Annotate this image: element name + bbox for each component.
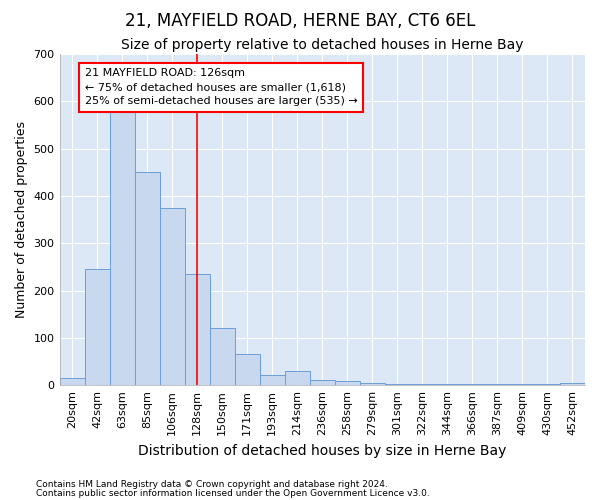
Bar [134, 172, 160, 385]
Bar [209, 328, 235, 385]
Text: 21 MAYFIELD ROAD: 126sqm
← 75% of detached houses are smaller (1,618)
25% of sem: 21 MAYFIELD ROAD: 126sqm ← 75% of detach… [85, 68, 358, 106]
Text: Contains public sector information licensed under the Open Government Licence v3: Contains public sector information licen… [36, 490, 430, 498]
Text: 21, MAYFIELD ROAD, HERNE BAY, CT6 6EL: 21, MAYFIELD ROAD, HERNE BAY, CT6 6EL [125, 12, 475, 30]
Bar [410, 384, 435, 385]
Bar [85, 270, 110, 385]
Bar [260, 375, 285, 385]
Title: Size of property relative to detached houses in Herne Bay: Size of property relative to detached ho… [121, 38, 524, 52]
Text: Contains HM Land Registry data © Crown copyright and database right 2024.: Contains HM Land Registry data © Crown c… [36, 480, 388, 489]
Bar [435, 384, 460, 385]
Bar [335, 382, 360, 385]
Bar [185, 274, 209, 385]
Bar [560, 383, 585, 385]
Bar [460, 384, 485, 385]
Bar [510, 384, 535, 385]
Bar [485, 384, 510, 385]
Bar [535, 384, 560, 385]
Bar [385, 384, 410, 385]
Bar [310, 380, 335, 385]
Bar [235, 354, 260, 385]
Bar [360, 383, 385, 385]
Bar [285, 371, 310, 385]
X-axis label: Distribution of detached houses by size in Herne Bay: Distribution of detached houses by size … [138, 444, 506, 458]
Bar [160, 208, 185, 385]
Bar [59, 378, 85, 385]
Y-axis label: Number of detached properties: Number of detached properties [15, 121, 28, 318]
Bar [110, 111, 134, 385]
